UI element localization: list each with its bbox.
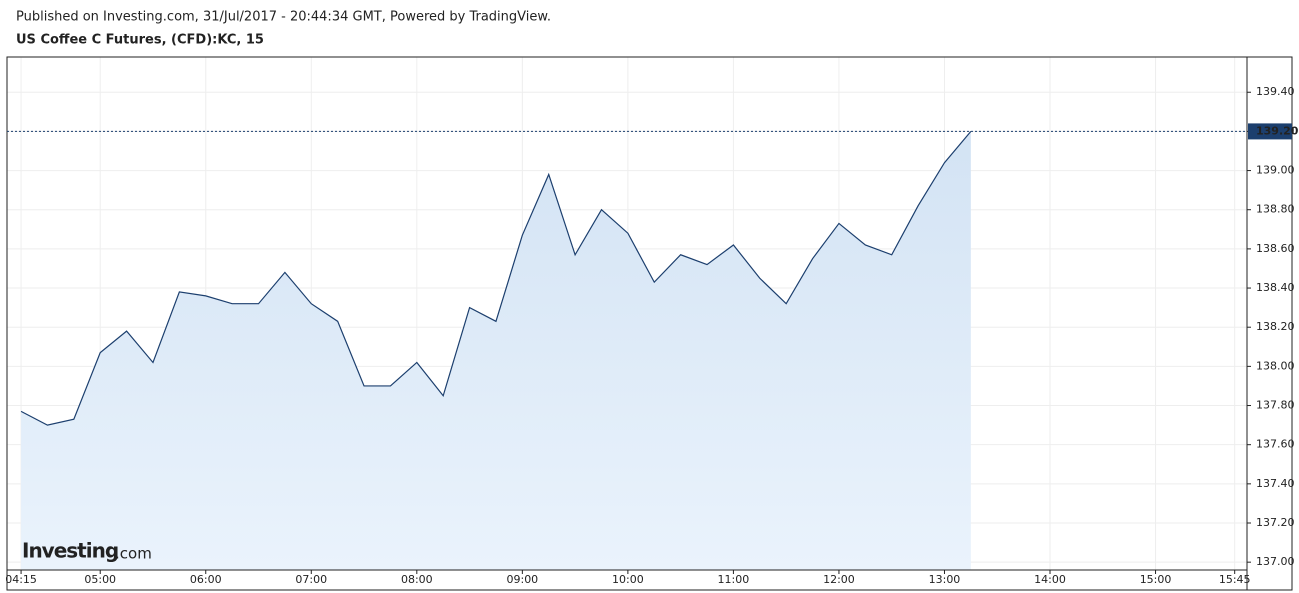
x-tick-label: 08:00: [401, 573, 433, 586]
published-note: Published on Investing.com, 31/Jul/2017 …: [16, 10, 551, 25]
y-tick-label: 137.80: [1256, 399, 1295, 412]
last-price-box: [1248, 123, 1292, 140]
watermark-suffix: .com: [115, 545, 152, 563]
y-tick-label: 137.00: [1256, 555, 1295, 568]
x-tick-label: 06:00: [190, 573, 222, 586]
x-tick-label: 10:00: [612, 573, 644, 586]
watermark: Investing: [22, 539, 118, 563]
x-tick-label: 05:00: [84, 573, 116, 586]
y-tick-label: 137.40: [1256, 477, 1295, 490]
x-tick-label: 15:00: [1140, 573, 1172, 586]
x-tick-label: 14:00: [1034, 573, 1066, 586]
last-price-label: 139.20: [1256, 124, 1299, 137]
chart-frame: [6, 56, 1293, 591]
y-tick-label: 138.60: [1256, 242, 1295, 255]
y-tick-label: 138.00: [1256, 359, 1295, 372]
y-tick-label: 139.00: [1256, 164, 1295, 177]
y-tick-label: 138.80: [1256, 203, 1295, 216]
x-tick-label: 12:00: [823, 573, 855, 586]
y-tick-label: 139.40: [1256, 85, 1295, 98]
y-tick-label: 137.60: [1256, 438, 1295, 451]
x-tick-label: 11:00: [718, 573, 750, 586]
y-tick-label: 137.20: [1256, 516, 1295, 529]
x-tick-label: 13:00: [929, 573, 961, 586]
price-line: [20, 131, 972, 426]
x-tick-label: 15:45: [1219, 573, 1251, 586]
area-fill: [21, 131, 971, 570]
y-tick-label: 138.20: [1256, 320, 1295, 333]
y-tick-label: 138.40: [1256, 281, 1295, 294]
chart-title: US Coffee C Futures, (CFD):KC, 15: [16, 33, 264, 48]
x-tick-label: 07:00: [295, 573, 327, 586]
x-tick-label: 09:00: [506, 573, 538, 586]
x-tick-label: 04:15: [5, 573, 37, 586]
